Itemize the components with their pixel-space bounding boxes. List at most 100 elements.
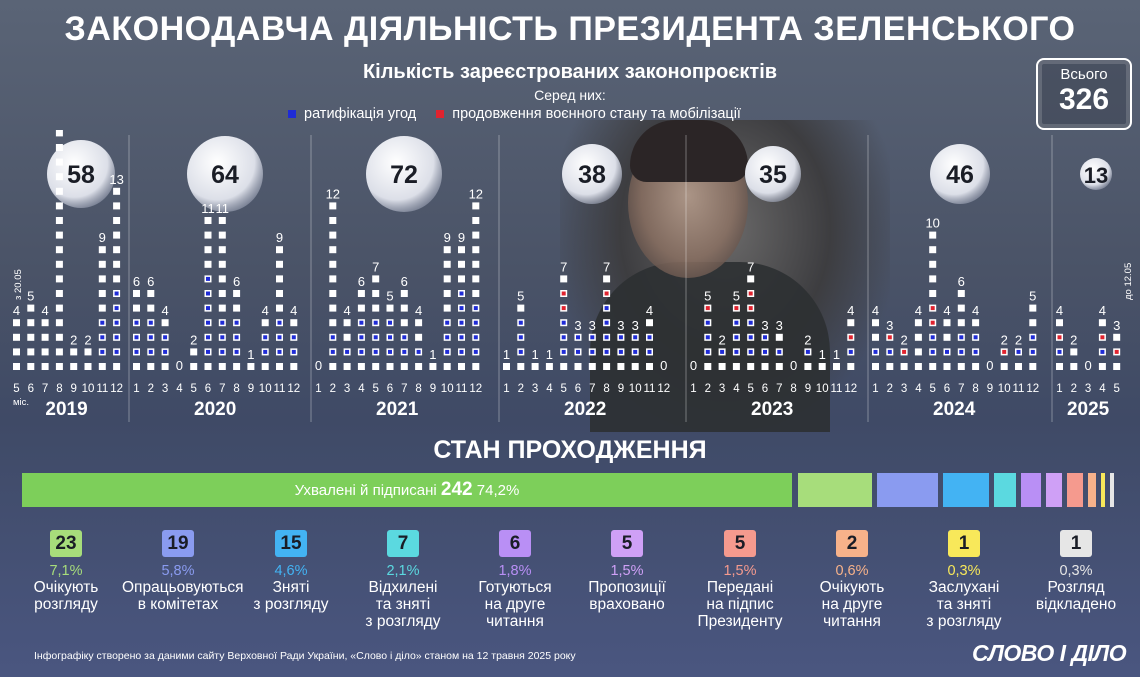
year-total-circle xyxy=(47,140,115,208)
segment-status xyxy=(994,473,1016,507)
bar-square xyxy=(55,173,63,181)
bar-square xyxy=(443,246,451,254)
total-box: Всього 326 xyxy=(1036,58,1132,130)
bar-square-marker xyxy=(705,306,710,311)
segment-status xyxy=(1046,473,1062,507)
month-tick-label: 1 xyxy=(690,383,696,395)
bar-square-marker xyxy=(1100,349,1105,354)
year-total-value: 46 xyxy=(946,161,974,189)
bar-square xyxy=(929,363,937,370)
data-label: 1 xyxy=(833,347,840,362)
segment-status xyxy=(877,473,938,507)
bar-square-marker xyxy=(633,349,638,354)
bar-square xyxy=(847,319,855,327)
bar-square-marker xyxy=(134,335,139,340)
data-label: 2 xyxy=(900,332,907,347)
bar-square-marker xyxy=(763,335,767,340)
bar-square xyxy=(55,158,63,166)
bar-square xyxy=(472,260,480,268)
data-label: 5 xyxy=(27,289,34,304)
bar-square xyxy=(13,319,20,327)
status-label: Пропозиції xyxy=(588,579,666,596)
bar-square xyxy=(775,363,783,370)
month-tick-label: 9 xyxy=(805,383,811,395)
year-label: 2022 xyxy=(564,399,606,420)
bar-square xyxy=(55,333,63,341)
total-label: Всього xyxy=(1060,66,1108,83)
month-tick-label: 4 xyxy=(358,383,365,395)
bar-square xyxy=(833,363,840,370)
bar-square-marker xyxy=(445,320,450,325)
data-label: 6 xyxy=(233,274,240,289)
year-total-circle xyxy=(1080,158,1112,190)
bar-square-marker xyxy=(618,349,623,354)
bar-square-marker xyxy=(359,335,364,340)
bar-square xyxy=(847,363,855,370)
bar-square-marker xyxy=(206,335,210,340)
month-tick-label: 5 xyxy=(372,383,378,395)
bar-square xyxy=(517,304,525,312)
bar-square xyxy=(1070,363,1078,370)
bar-square xyxy=(329,231,337,239)
bar-square-marker xyxy=(748,349,753,354)
bar-square xyxy=(415,319,423,327)
bar-square xyxy=(329,275,337,283)
bar-square-marker xyxy=(748,291,753,296)
month-tick-label: 3 xyxy=(1085,383,1091,395)
status-count-badge: 1 xyxy=(1060,530,1092,557)
bar-square xyxy=(747,363,755,370)
bar-square-marker xyxy=(887,335,892,340)
month-tick-label: 12 xyxy=(1026,383,1039,395)
bar-square xyxy=(603,275,611,283)
bar-square xyxy=(386,363,394,370)
status-percent: 7,1% xyxy=(49,563,83,579)
year-label: 2020 xyxy=(194,399,236,420)
data-label: 1 xyxy=(247,347,254,362)
status-label: розгляду xyxy=(34,596,98,613)
bar-square-marker xyxy=(604,349,609,354)
bar-square xyxy=(1056,319,1063,327)
bar-square xyxy=(276,304,283,312)
page-title: ЗАКОНОДАВЧА ДІЯЛЬНІСТЬ ПРЕЗИДЕНТА ЗЕЛЕНС… xyxy=(64,10,1076,48)
bar-square xyxy=(458,275,465,283)
year-label: 2019 xyxy=(45,399,87,420)
month-tick-label: 12 xyxy=(110,383,123,395)
bar-square-marker xyxy=(748,335,753,340)
bar-square xyxy=(357,304,365,312)
bar-square xyxy=(113,202,121,210)
data-label: 2 xyxy=(1001,332,1008,347)
month-tick-label: 10 xyxy=(998,383,1011,395)
bar-square-marker xyxy=(748,306,753,311)
bar-square-marker xyxy=(100,335,105,340)
bar-square-marker xyxy=(734,306,739,311)
bar-square xyxy=(472,363,480,370)
bar-square xyxy=(1098,363,1106,370)
bar-square-marker xyxy=(459,306,464,311)
bar-square xyxy=(372,363,380,370)
data-label: 10 xyxy=(925,216,939,231)
status-count-badge: 15 xyxy=(275,530,307,557)
bar-square-marker xyxy=(1016,349,1021,354)
data-label: 6 xyxy=(358,274,365,289)
bar-square xyxy=(98,290,106,297)
among-label: Серед них: xyxy=(534,87,606,103)
status-count-badge: 2 xyxy=(836,530,868,557)
bar-square-marker xyxy=(902,349,907,354)
bar-square xyxy=(472,202,480,210)
bar-square xyxy=(804,363,812,370)
bar-square xyxy=(147,363,155,370)
data-label: 3 xyxy=(632,318,639,333)
month-tick-label: 6 xyxy=(944,383,950,395)
bar-square-marker xyxy=(330,335,335,340)
bar-square xyxy=(472,217,480,224)
bar-square xyxy=(204,363,212,370)
bar-square xyxy=(261,319,269,327)
bar-square xyxy=(1070,348,1078,356)
bar-square xyxy=(886,363,894,370)
bar-square-marker xyxy=(1030,335,1035,340)
bar-square-marker xyxy=(402,349,407,354)
bar-square xyxy=(55,187,63,195)
bar-square-marker xyxy=(220,320,225,325)
bar-square xyxy=(84,363,92,370)
bar-square-marker xyxy=(134,349,139,354)
